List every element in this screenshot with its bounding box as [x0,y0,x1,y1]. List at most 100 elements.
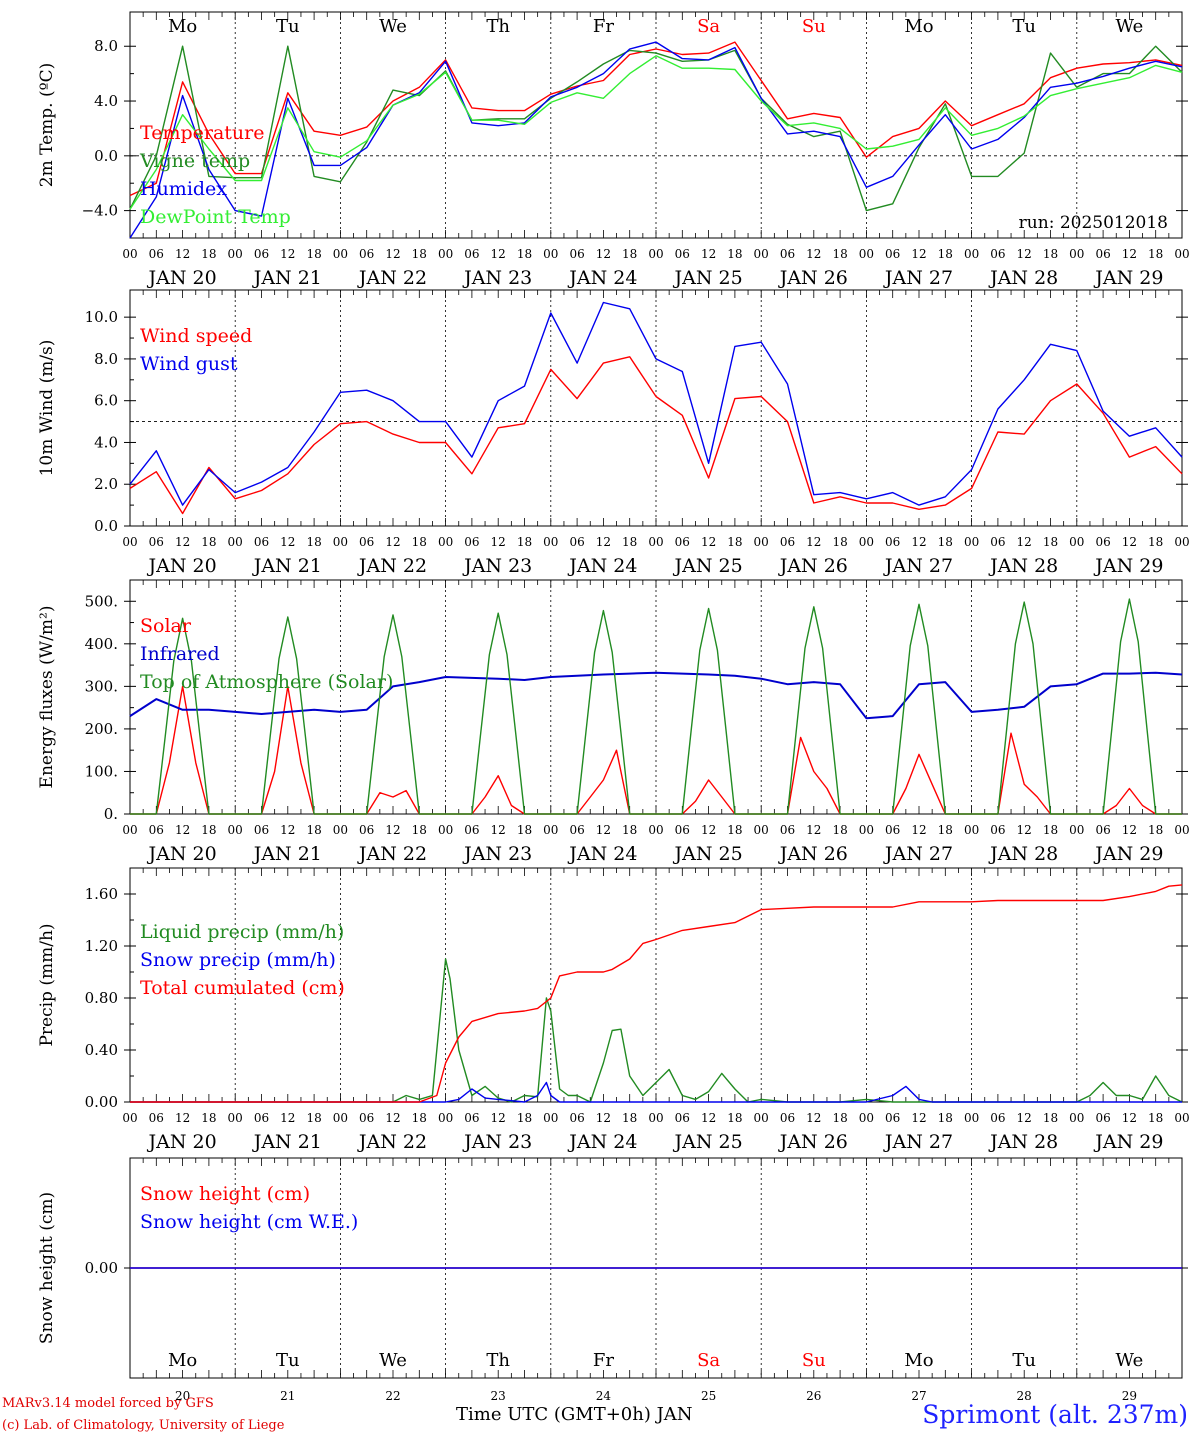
hour-tick-label: 12 [911,1111,926,1125]
hour-tick-label: 00 [543,247,558,261]
hour-tick-label: 00 [1174,247,1189,261]
hour-tick-label: 12 [491,535,506,549]
y-tick-label: 200. [85,720,118,738]
hour-tick-label: 00 [859,247,874,261]
hour-tick-label: 18 [517,535,532,549]
hour-tick-label: 00 [438,247,453,261]
hour-tick-label: 06 [675,535,690,549]
y-axis-label: 2m Temp. (ºC) [37,63,57,188]
series-line-infrared [129,671,1183,720]
hour-tick-label: 00 [964,1111,979,1125]
hour-tick-label: 12 [1122,247,1137,261]
hour-tick-label: 12 [175,1111,190,1125]
hour-tick-label: 06 [464,1111,479,1125]
weekday-label: Su [802,16,826,37]
hour-tick-label: 06 [569,247,584,261]
y-tick-label: 8.0 [94,37,118,55]
day-number-label: 26 [806,1389,821,1403]
hour-tick-label: 12 [806,535,821,549]
hour-tick-label: 00 [859,1111,874,1125]
hour-tick-label: 06 [675,247,690,261]
hour-tick-label: 18 [1148,823,1163,837]
day-number-label: 29 [1122,1389,1137,1403]
hour-tick-label: 00 [438,1111,453,1125]
chart-panel-5 [124,1157,1188,1379]
hour-tick-label: 06 [990,823,1005,837]
weekday-label: Su [802,1350,826,1371]
hour-tick-label: 18 [201,1111,216,1125]
hour-tick-label: 00 [1069,247,1084,261]
hour-tick-label: 00 [648,535,663,549]
date-label: JAN 20 [147,1131,217,1153]
day-number-label: 24 [596,1389,612,1403]
hour-tick-label: 06 [780,823,795,837]
hour-tick-label: 12 [1017,1111,1032,1125]
series-line-top-of-atmosphere-solar- [130,598,1182,815]
hour-tick-label: 18 [727,823,742,837]
weekday-label: Tu [276,1350,300,1371]
hour-tick-label: 00 [333,247,348,261]
date-label: JAN 25 [673,555,743,577]
day-number-label: 21 [280,1389,295,1403]
hour-tick-label: 18 [412,535,427,549]
legend-entry: Infrared [140,643,220,665]
date-label: JAN 24 [567,267,637,289]
hour-tick-label: 12 [806,247,821,261]
hour-tick-label: 00 [228,823,243,837]
hour-tick-label: 18 [1043,247,1058,261]
date-label: JAN 20 [147,267,217,289]
hour-tick-label: 18 [938,1111,953,1125]
y-tick-label: 0.40 [85,1041,118,1059]
hour-tick-label: 12 [911,535,926,549]
date-label: JAN 22 [357,1131,427,1153]
hour-tick-label: 00 [228,1111,243,1125]
date-label: JAN 22 [357,843,427,865]
y-tick-label: 8.0 [94,350,118,368]
legend-entry: Vigne temp [139,150,250,172]
date-label: JAN 27 [883,1131,953,1153]
hour-tick-label: 18 [938,247,953,261]
y-tick-label: 4.0 [94,433,118,451]
hour-tick-label: 06 [254,535,269,549]
weekday-label: Th [486,16,510,37]
y-axis-label: Snow height (cm) [37,1192,57,1344]
date-label: JAN 23 [462,267,532,289]
hour-tick-label: 00 [543,823,558,837]
hour-tick-label: 12 [701,535,716,549]
hour-tick-label: 18 [201,823,216,837]
hour-tick-label: 12 [175,247,190,261]
hour-tick-label: 18 [517,1111,532,1125]
weekday-label: Th [486,1350,510,1371]
hour-tick-label: 12 [491,247,506,261]
hour-tick-label: 06 [149,247,164,261]
hour-tick-label: 12 [596,823,611,837]
legend-entry: Humidex [140,178,227,200]
hour-tick-label: 12 [1017,823,1032,837]
date-label: JAN 20 [147,555,217,577]
hour-tick-label: 12 [806,1111,821,1125]
hour-tick-label: 06 [569,1111,584,1125]
hour-tick-label: 06 [1095,535,1110,549]
weekday-label: Sa [697,1350,720,1371]
hour-tick-label: 12 [1017,247,1032,261]
hour-tick-label: 06 [1095,1111,1110,1125]
y-tick-label: 0.0 [94,517,118,535]
hour-tick-label: 06 [464,247,479,261]
legend-entry: Solar [140,615,192,637]
hour-tick-label: 00 [543,535,558,549]
y-tick-label: 0.80 [85,989,118,1007]
hour-tick-label: 00 [754,535,769,549]
date-label: JAN 21 [252,1131,322,1153]
date-label: JAN 25 [673,267,743,289]
hour-tick-label: 18 [517,823,532,837]
y-tick-label: 0.00 [85,1259,118,1277]
date-label: JAN 28 [988,267,1058,289]
hour-tick-label: 00 [964,823,979,837]
hour-tick-label: 00 [122,247,137,261]
hour-tick-label: 18 [201,535,216,549]
hour-tick-label: 18 [622,535,637,549]
hour-tick-label: 18 [622,823,637,837]
hour-tick-label: 18 [938,535,953,549]
legend-entry: Wind speed [140,325,252,347]
